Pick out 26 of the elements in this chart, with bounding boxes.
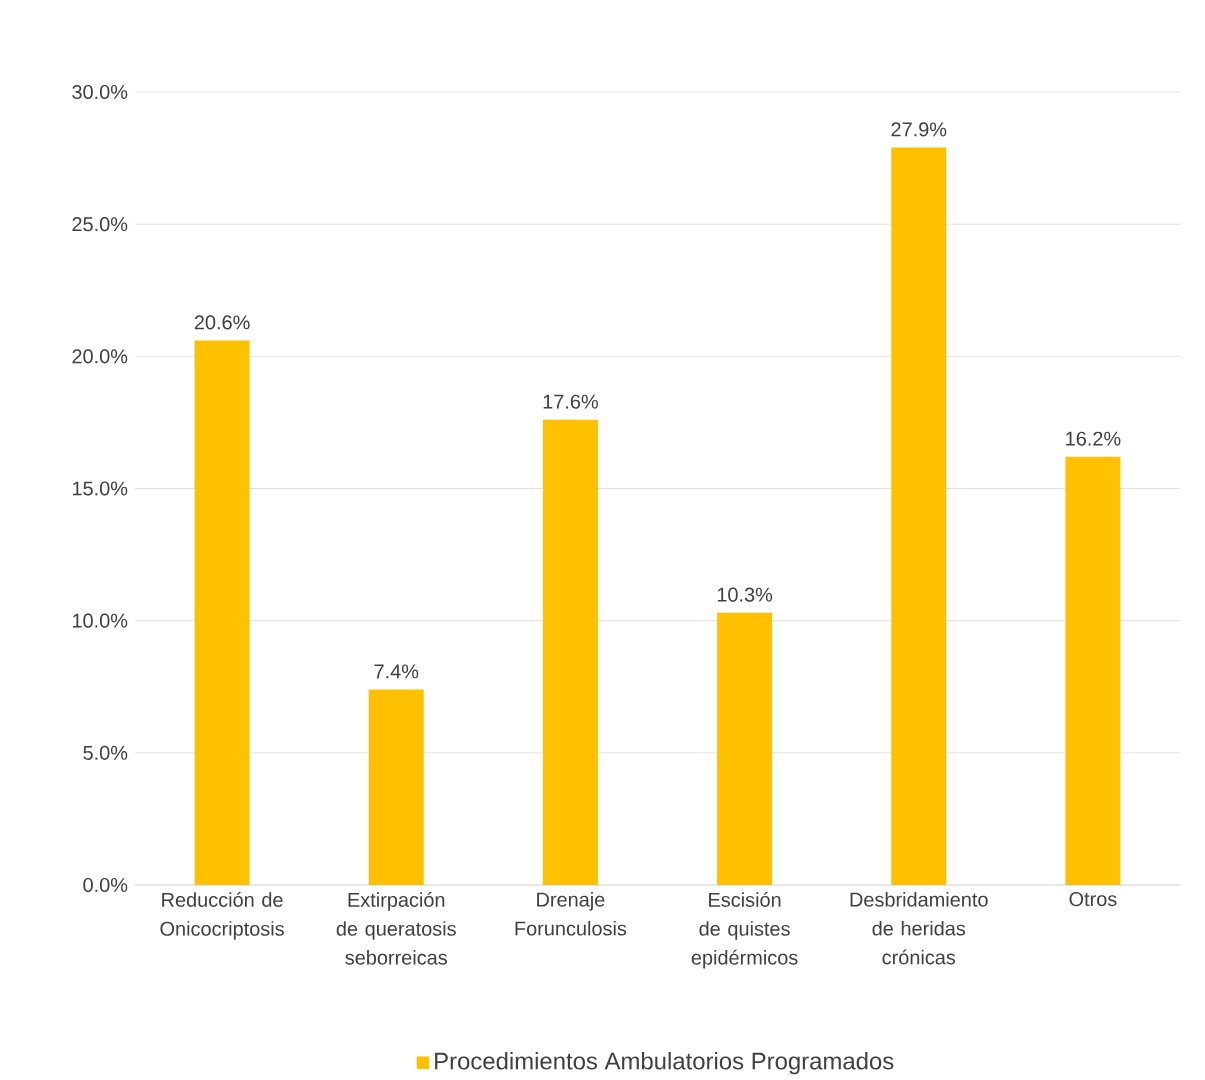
y-tick-label: 25.0% xyxy=(72,217,128,232)
x-tick-label: Extirpación de queratosis seborreicas xyxy=(336,892,456,965)
bar xyxy=(542,419,598,885)
bar xyxy=(717,612,773,885)
data-label: 20.6% xyxy=(194,315,250,330)
legend-label: Procedimientos Ambulatorios Programados xyxy=(435,1051,894,1075)
data-label: 7.4% xyxy=(374,664,419,679)
x-tick-label: Escisión de quistes epidérmicos xyxy=(691,892,798,969)
x-tick-label: Otros xyxy=(1069,892,1117,907)
bar xyxy=(368,689,424,885)
bar xyxy=(891,147,947,885)
data-label: 27.9% xyxy=(891,122,947,137)
x-tick-label: Drenaje Forunculosis xyxy=(515,892,627,936)
bar xyxy=(194,340,250,885)
y-tick-label: 20.0% xyxy=(72,349,128,364)
y-tick-label: 5.0% xyxy=(83,745,128,760)
data-label: 16.2% xyxy=(1066,431,1121,446)
x-tick-label: Reducción de Onicocriptosis xyxy=(160,892,284,940)
y-tick-label: 10.0% xyxy=(73,613,128,628)
y-tick-label: 15.0% xyxy=(73,481,128,496)
data-label: 10.3% xyxy=(717,587,773,602)
y-tick-label: 0.0% xyxy=(83,877,128,893)
bar xyxy=(1065,456,1121,885)
y-tick-label: 30.0% xyxy=(72,84,128,100)
x-tick-label: Desbridamiento de heridas crónicas xyxy=(850,892,988,965)
data-label: 17.6% xyxy=(543,394,598,409)
